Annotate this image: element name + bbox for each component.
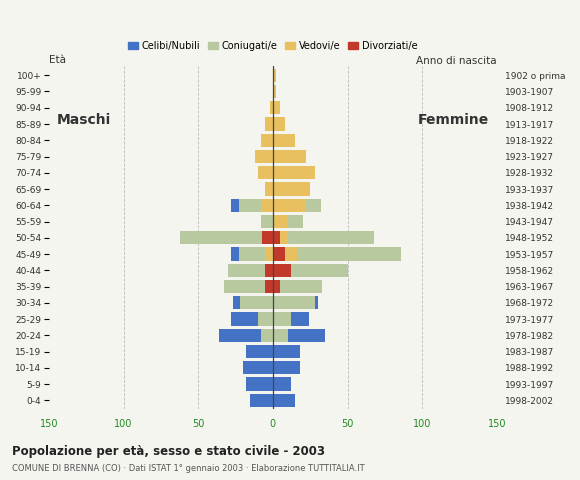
Bar [228,264,266,277]
Bar [288,231,375,244]
Bar [266,117,273,131]
Bar [238,199,261,212]
Bar [266,264,273,277]
Bar [266,247,273,261]
Bar [243,361,273,374]
Bar [273,150,306,163]
Bar [273,199,306,212]
Bar [266,280,273,293]
Bar [297,247,401,261]
Bar [273,312,291,326]
Bar [261,199,273,212]
Bar [231,312,258,326]
Bar [240,296,273,310]
Bar [291,312,309,326]
Bar [288,329,325,342]
Bar [273,166,315,180]
Bar [273,264,291,277]
Bar [315,296,318,310]
Bar [219,329,261,342]
Text: Maschi: Maschi [56,113,111,127]
Bar [261,329,273,342]
Bar [231,199,238,212]
Bar [180,231,262,244]
Text: Femmine: Femmine [418,113,490,127]
Bar [273,329,288,342]
Bar [273,280,280,293]
Text: Popolazione per età, sesso e stato civile - 2003: Popolazione per età, sesso e stato civil… [12,445,325,458]
Bar [273,117,285,131]
Text: Anno di nascita: Anno di nascita [416,56,497,66]
Legend: Celibi/Nubili, Coniugati/e, Vedovi/e, Divorziati/e: Celibi/Nubili, Coniugati/e, Vedovi/e, Di… [124,37,422,55]
Bar [291,264,347,277]
Bar [231,247,238,261]
Bar [285,247,297,261]
Bar [273,394,295,407]
Bar [273,377,291,391]
Bar [273,133,295,147]
Bar [273,85,276,98]
Bar [280,280,322,293]
Bar [258,166,273,180]
Bar [273,182,310,196]
Bar [224,280,266,293]
Text: COMUNE DI BRENNA (CO) · Dati ISTAT 1° gennaio 2003 · Elaborazione TUTTITALIA.IT: COMUNE DI BRENNA (CO) · Dati ISTAT 1° ge… [12,464,364,473]
Bar [238,247,266,261]
Bar [258,312,273,326]
Bar [246,377,273,391]
Bar [273,345,300,358]
Bar [273,296,315,310]
Bar [273,361,300,374]
Bar [270,101,273,114]
Bar [262,231,273,244]
Bar [273,215,288,228]
Bar [251,394,273,407]
Bar [266,182,273,196]
Bar [255,150,273,163]
Bar [273,247,285,261]
Bar [306,199,321,212]
Bar [246,345,273,358]
Text: Età: Età [49,55,66,65]
Bar [273,101,280,114]
Bar [280,231,288,244]
Bar [288,215,303,228]
Bar [261,215,273,228]
Bar [233,296,240,310]
Bar [273,69,276,82]
Bar [261,133,273,147]
Bar [273,231,280,244]
